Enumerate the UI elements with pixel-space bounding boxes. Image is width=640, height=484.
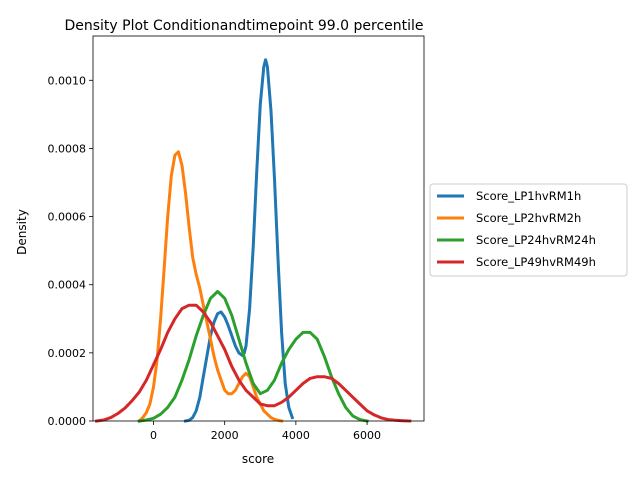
y-tick-label: 0.0000 [48, 415, 87, 428]
chart-title: Density Plot Conditionandtimepoint 99.0 … [64, 18, 423, 34]
plot-frame [92, 35, 425, 422]
y-tick-label: 0.0008 [48, 142, 87, 155]
x-axis-label: score [242, 452, 274, 466]
legend-label-2: Score_LP24hvRM24h [476, 233, 596, 247]
y-axis-label: Density [15, 209, 29, 255]
series-line-0 [183, 58, 295, 423]
legend-label-1: Score_LP2hvRM2h [476, 211, 581, 225]
x-tick-label: 6000 [353, 429, 381, 442]
y-tick-label: 0.0010 [48, 74, 87, 87]
series-line-2 [137, 290, 369, 423]
y-tick-label: 0.0006 [48, 211, 87, 224]
legend-box [429, 183, 628, 277]
y-tick-label: 0.0004 [48, 279, 87, 292]
series-line-3 [94, 303, 412, 423]
plot-area [94, 58, 412, 424]
y-tick-label: 0.0002 [48, 347, 87, 360]
legend-label-3: Score_LP49hvRM49h [476, 255, 596, 269]
series-line-1 [137, 150, 284, 424]
x-tick-label: 4000 [282, 429, 310, 442]
legend-label-0: Score_LP1hvRM1h [476, 189, 581, 203]
axes: 0 2000 4000 6000 0.0000 0.0002 0.0004 0.0006 0.0… [48, 35, 425, 442]
legend: Score_LP1hvRM1h Score_LP2hvRM2h Score_LP24… [429, 183, 628, 277]
x-tick-label: 2000 [211, 429, 239, 442]
x-tick-label: 0 [150, 429, 157, 442]
